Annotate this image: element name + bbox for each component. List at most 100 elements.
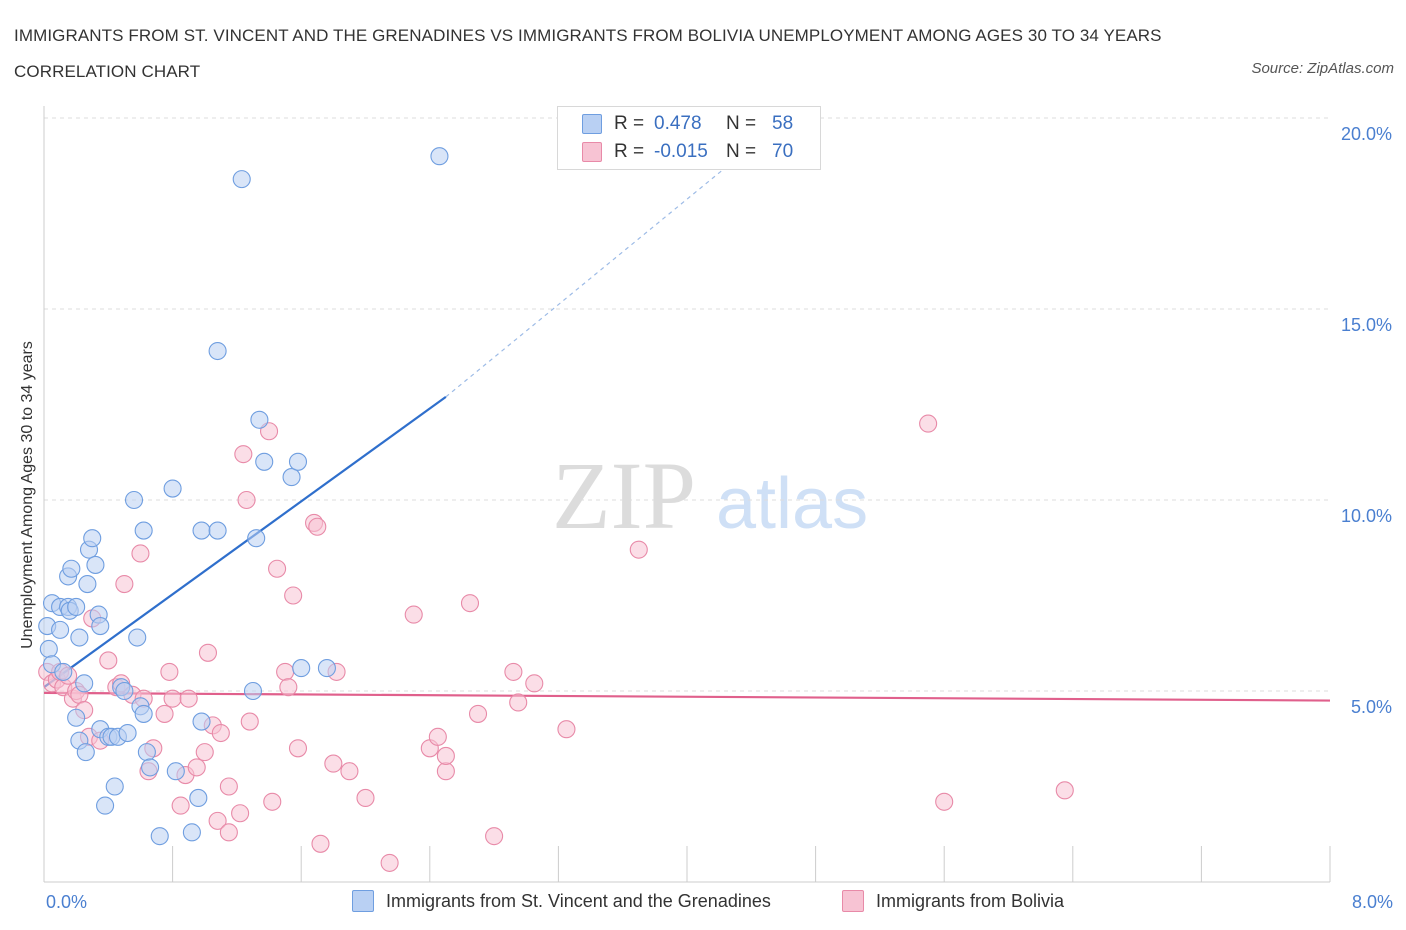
- y-tick-label: 10.0%: [1341, 506, 1392, 526]
- watermark-atlas: atlas: [716, 464, 868, 544]
- bolivia-point: [99, 651, 118, 670]
- st-vincent-point: [67, 708, 86, 727]
- st-vincent-point: [86, 555, 105, 574]
- y-tick-label: 15.0%: [1341, 315, 1392, 335]
- st-vincent-point: [141, 758, 160, 777]
- bolivia-point: [263, 792, 282, 811]
- bolivia-point: [404, 605, 423, 624]
- st-vincent-point: [124, 490, 144, 510]
- tick-labels: 5.0% 10.0% 15.0% 20.0% 0.0% 8.0%: [46, 124, 1393, 912]
- bolivia-point: [557, 720, 576, 739]
- n-value: 70: [772, 141, 794, 162]
- grid-lines: [44, 117, 1330, 692]
- watermark-zip: ZIP: [552, 442, 696, 549]
- st-vincent-point: [115, 681, 134, 701]
- st-vincent-point: [282, 468, 301, 487]
- st-vincent-point: [51, 620, 70, 639]
- bolivia-point: [525, 674, 544, 693]
- st-vincent-point: [75, 674, 94, 693]
- bolivia-point: [436, 762, 455, 781]
- bolivia-point: [436, 746, 455, 765]
- bolivia-point: [237, 490, 256, 510]
- y-tick-label: 20.0%: [1341, 124, 1392, 144]
- legend-item-bolivia: Immigrants from Bolivia: [842, 890, 1064, 912]
- bolivia-point: [231, 804, 250, 823]
- bolivia-point: [468, 704, 488, 723]
- r-label: R =: [614, 113, 645, 134]
- n-value: 58: [772, 113, 794, 134]
- bolivia-point: [276, 662, 295, 681]
- bolivia-point: [115, 574, 134, 594]
- bolivia-point: [131, 544, 150, 563]
- bolivia-point: [240, 712, 259, 731]
- legend-swatch-blue: [352, 890, 374, 912]
- st-vincent-point: [134, 704, 153, 723]
- legend-label: Immigrants from Bolivia: [876, 890, 1065, 911]
- bolivia-point: [163, 689, 182, 708]
- st-vincent-point: [288, 452, 308, 471]
- legend-row-st-vincent: R = 0.478 N = 58: [558, 110, 793, 138]
- bolivia-point: [288, 739, 308, 758]
- st-vincent-point: [137, 743, 156, 762]
- bolivia-point: [219, 777, 238, 796]
- bolivia-trend-line: [43, 691, 1331, 702]
- bolivia-point: [187, 758, 206, 777]
- st-vincent-point: [192, 712, 211, 731]
- r-value: 0.478: [654, 113, 702, 134]
- bolivia-point: [311, 834, 330, 853]
- chart-title: IMMIGRANTS FROM ST. VINCENT AND THE GREN…: [14, 26, 1162, 81]
- st-vincent-point: [208, 341, 227, 361]
- st-vincent-trend-line: [43, 395, 447, 689]
- trend-lines: [43, 132, 1331, 702]
- n-label: N =: [726, 113, 757, 134]
- legend-row-bolivia: R = -0.015 N = 70: [558, 138, 793, 166]
- legend-swatch-pink: [582, 142, 602, 162]
- st-vincent-point: [208, 521, 227, 540]
- bolivia-point: [509, 693, 528, 712]
- st-vincent-point: [70, 628, 89, 647]
- bolivia-point: [356, 788, 375, 808]
- st-vincent-point: [243, 681, 263, 701]
- st-vincent-point: [150, 827, 169, 846]
- correlation-legend: R = 0.478 N = 58 R = -0.015 N = 70: [557, 106, 821, 170]
- bolivia-point: [219, 823, 238, 842]
- st-vincent-point: [232, 170, 251, 189]
- st-vincent-point: [134, 521, 153, 540]
- x-tick-label: 0.0%: [46, 892, 87, 912]
- bolivia-point: [1055, 781, 1074, 800]
- st-vincent-point: [163, 479, 182, 498]
- st-vincent-point: [96, 796, 115, 815]
- bolivia-point: [380, 853, 399, 872]
- st-vincent-point: [128, 628, 147, 647]
- bolivia-point: [919, 414, 938, 433]
- bolivia-point: [160, 662, 179, 681]
- bolivia-point: [195, 743, 214, 762]
- bolivia-point: [935, 792, 954, 811]
- st-vincent-point: [182, 823, 201, 842]
- bolivia-point: [211, 723, 230, 743]
- series-legend: Immigrants from St. Vincent and the Gren…: [0, 890, 1406, 916]
- st-vincent-point: [166, 762, 185, 781]
- st-vincent-point: [255, 452, 274, 471]
- source-label: Source: ZipAtlas.com: [1251, 60, 1394, 77]
- watermark: ZIP atlas: [552, 442, 868, 549]
- st-vincent-point: [189, 788, 208, 808]
- x-tick-label: 8.0%: [1352, 892, 1393, 912]
- st-vincent-point: [67, 597, 86, 617]
- st-vincent-point: [118, 723, 137, 743]
- st-vincent-point: [91, 617, 110, 636]
- r-label: R =: [614, 141, 645, 162]
- st-vincent-point: [317, 659, 336, 678]
- bolivia-point: [324, 754, 343, 773]
- st-vincent-point: [54, 662, 73, 681]
- bolivia-point: [308, 517, 327, 536]
- r-value: -0.015: [654, 141, 708, 162]
- st-vincent-point: [76, 743, 95, 762]
- legend-swatch-blue: [582, 114, 602, 134]
- st-vincent-point: [62, 559, 81, 578]
- st-vincent-point: [430, 147, 449, 166]
- legend-swatch-pink: [842, 890, 864, 912]
- bolivia-point: [155, 704, 174, 723]
- bolivia-point: [428, 727, 447, 746]
